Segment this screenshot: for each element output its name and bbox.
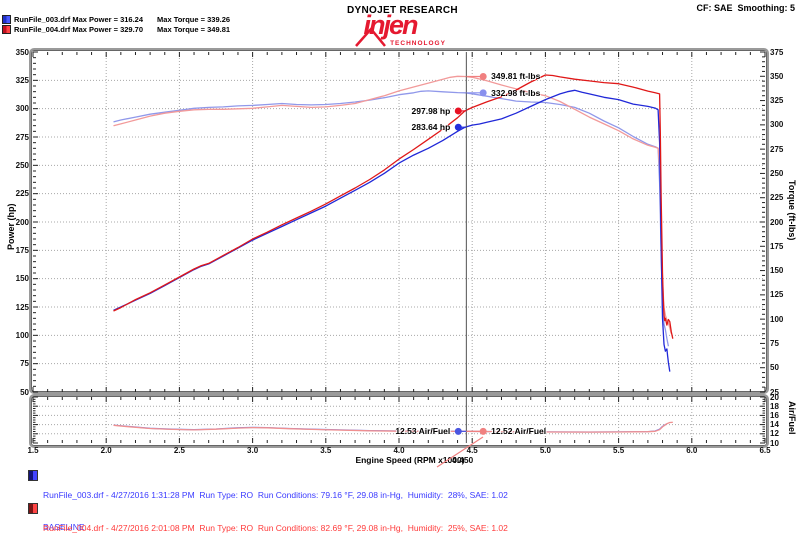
airfuel-tick-label: 12 xyxy=(770,429,779,439)
torque-tick-label: 50 xyxy=(770,363,779,373)
correction-smoothing-setting: CF: SAE Smoothing: 5 xyxy=(696,3,796,13)
airfuel-annotation-leader xyxy=(436,436,484,468)
annotation-dot xyxy=(454,123,462,131)
power-axis-title: Power (hp) xyxy=(6,203,16,251)
torque-tick-label: 350 xyxy=(770,71,784,81)
run-1-color-icon xyxy=(28,470,38,481)
run-2-color-icon xyxy=(28,503,38,514)
power-tick-label: 325 xyxy=(15,75,29,85)
power-tick-label: 50 xyxy=(20,387,29,397)
torque-axis-title: Torque (ft-lbs) xyxy=(787,180,797,241)
torque-tick-label: 325 xyxy=(770,96,784,106)
x-tick-label: 2.0 xyxy=(100,446,112,455)
legend-run-2-torque: Max Torque = 349.81 xyxy=(157,24,231,34)
torque-tick-label: 225 xyxy=(770,193,784,203)
annotation-dot xyxy=(454,427,462,435)
x-tick-label: 3.0 xyxy=(247,446,259,455)
airfuel-tick-label: 10 xyxy=(770,438,779,448)
injen-logo: injen xyxy=(363,10,418,40)
annotation-label: 12.52 Air/Fuel xyxy=(491,426,547,437)
annotation-label: 332.98 ft-lbs xyxy=(491,87,541,98)
main-chart-plot xyxy=(32,51,766,393)
power-tick-label: 275 xyxy=(15,132,29,142)
power-tick-label: 125 xyxy=(15,302,29,312)
power-tick-label: 100 xyxy=(15,330,29,340)
injen-logo-triangle-icon xyxy=(355,27,386,47)
power-tick-label: 150 xyxy=(15,274,29,284)
airfuel-tick-label: 14 xyxy=(770,420,779,430)
cursor-rpm-readout: 4.450 xyxy=(452,455,474,465)
x-tick-label: 3.5 xyxy=(320,446,332,455)
airfuel-tick-label: 16 xyxy=(770,410,779,420)
annotation-label: 297.98 hp xyxy=(411,105,451,116)
x-tick-label: 1.5 xyxy=(27,446,39,455)
annotation-dot xyxy=(454,107,462,115)
power-tick-label: 75 xyxy=(20,359,29,369)
footer-run-1: RunFile_003.drf - 4/27/2016 1:31:28 PM R… xyxy=(28,469,508,534)
power-tick-label: 350 xyxy=(15,47,29,57)
airfuel-tick-label: 18 xyxy=(770,401,779,411)
curve-power_baseline xyxy=(113,89,671,372)
x-axis-title: Engine Speed (RPM x1000) xyxy=(355,455,465,465)
x-tick-label: 6.0 xyxy=(686,446,698,455)
annotation-label: 12.53 Air/Fuel xyxy=(395,426,451,437)
legend-color-swatch-blue xyxy=(2,15,11,24)
annotation-label: 349.81 ft-lbs xyxy=(491,71,541,82)
torque-tick-label: 125 xyxy=(770,290,784,300)
annotation-dot xyxy=(479,72,487,80)
injen-technology-label: TECHNOLOGY xyxy=(390,40,446,47)
airfuel-chart-plot xyxy=(32,396,766,444)
power-tick-label: 250 xyxy=(15,160,29,170)
annotation-label: 283.64 hp xyxy=(411,122,451,133)
x-tick-label: 2.5 xyxy=(173,446,185,455)
torque-tick-label: 100 xyxy=(770,314,784,324)
torque-tick-label: 375 xyxy=(770,47,784,57)
x-tick-label: 4.0 xyxy=(393,446,405,455)
x-tick-label: 4.5 xyxy=(466,446,478,455)
torque-tick-label: 150 xyxy=(770,266,784,276)
torque-tick-label: 300 xyxy=(770,120,784,130)
legend-run-1-label: RunFile_003.drf Max Power = 316.24 xyxy=(14,15,144,24)
footer-run-2: RunFile_004.drf - 4/27/2016 2:01:08 PM R… xyxy=(28,502,508,534)
dynojet-research-title: DYNOJET RESEARCH xyxy=(347,5,458,16)
power-tick-label: 300 xyxy=(15,104,29,114)
annotation-leader-line xyxy=(436,436,484,468)
power-tick-label: 200 xyxy=(15,217,29,227)
torque-tick-label: 200 xyxy=(770,217,784,227)
legend-run-1-torque: Max Torque = 339.26 xyxy=(157,15,231,24)
torque-tick-label: 75 xyxy=(770,338,779,348)
annotation-dot xyxy=(479,427,487,435)
legend-run-2: RunFile_004.drf Max Power = 329.70 Max T… xyxy=(2,24,231,34)
x-tick-label: 5.0 xyxy=(539,446,551,455)
airfuel-tick-label: 20 xyxy=(770,392,779,402)
curve-power_pf5021 xyxy=(113,74,674,339)
x-tick-label: 6.5 xyxy=(759,446,771,455)
run-1-name: BASELINE xyxy=(43,521,85,532)
airfuel-axis-title: Air/Fuel xyxy=(787,401,797,435)
torque-tick-label: 175 xyxy=(770,241,784,251)
torque-tick-label: 250 xyxy=(770,168,784,178)
curve-af_pf5021 xyxy=(113,421,673,433)
legend-color-swatch-red xyxy=(2,24,11,34)
torque-tick-label: 275 xyxy=(770,144,784,154)
legend-run-2-label: RunFile_004.drf Max Power = 329.70 xyxy=(14,24,144,34)
power-tick-label: 175 xyxy=(15,245,29,255)
x-tick-label: 5.5 xyxy=(613,446,625,455)
torque-tick-label: 25 xyxy=(770,387,779,397)
legend-run-1: RunFile_003.drf Max Power = 316.24 Max T… xyxy=(2,15,230,24)
power-tick-label: 225 xyxy=(15,189,29,199)
annotation-dot xyxy=(479,89,487,97)
run-2-info-line: RunFile_004.drf - 4/27/2016 2:01:08 PM R… xyxy=(43,523,508,533)
run-1-info-line: RunFile_003.drf - 4/27/2016 1:31:28 PM R… xyxy=(43,490,508,500)
